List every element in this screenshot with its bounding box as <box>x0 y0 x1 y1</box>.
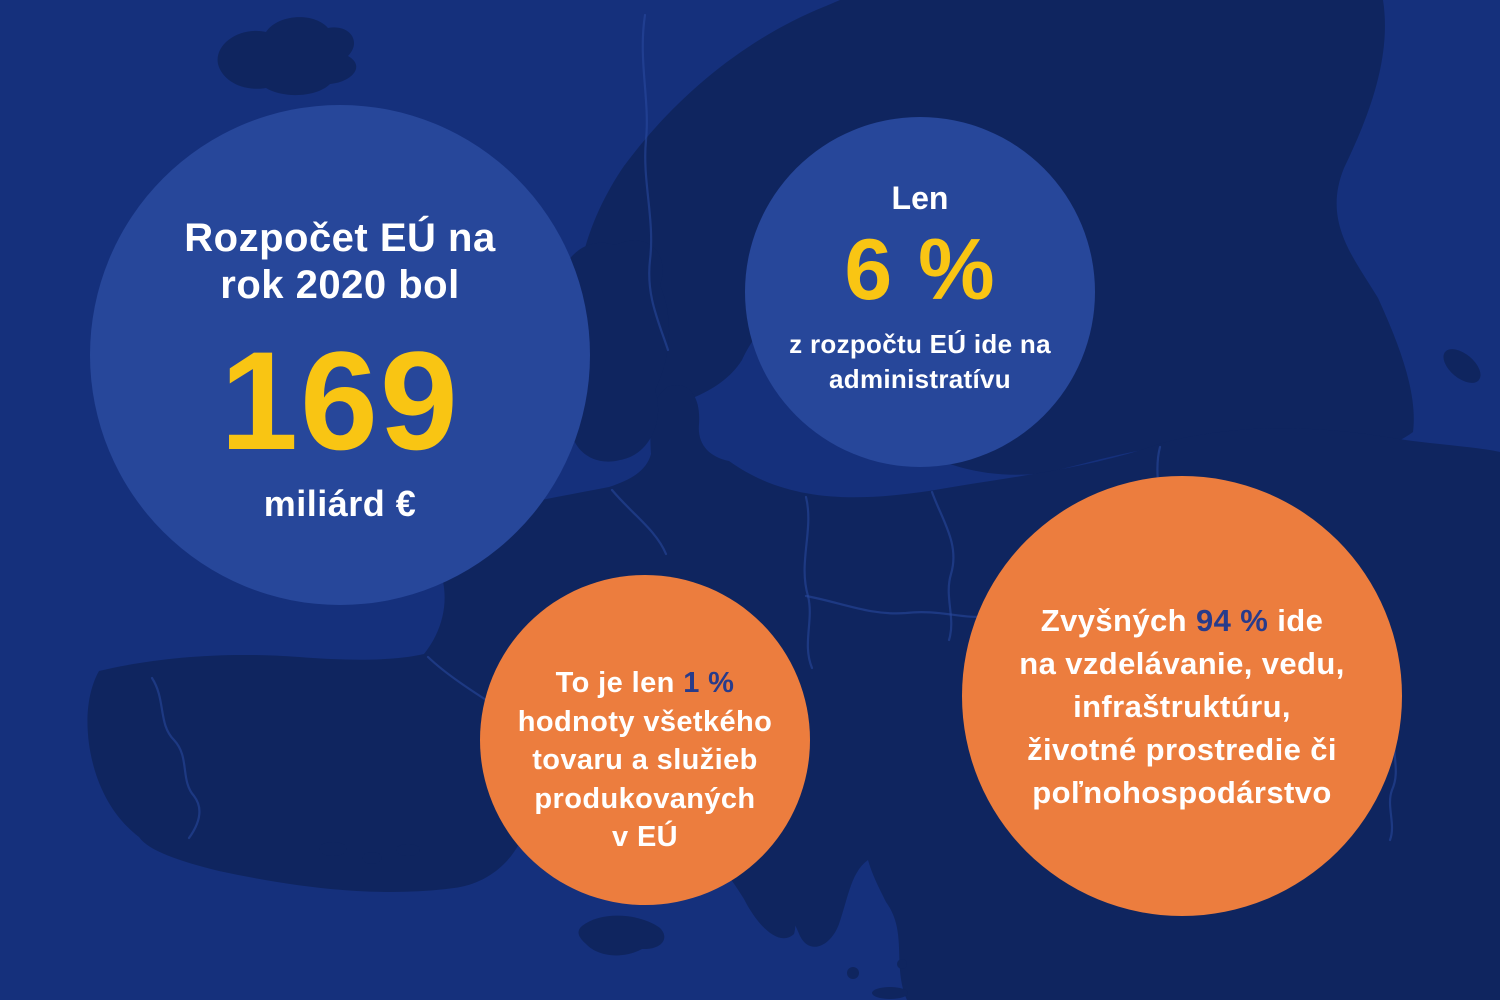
norway-sweden-border <box>641 13 670 352</box>
administration-caption: z rozpočtu EÚ ide na administratívu <box>789 327 1051 397</box>
sicily-landmass <box>578 915 665 956</box>
iceland-landmass <box>217 17 357 96</box>
gdp-share-line4: produkovaných <box>534 782 756 815</box>
poland-east-border <box>930 490 955 642</box>
czech-austria-border <box>804 594 990 618</box>
crete-island <box>872 987 908 999</box>
budget-heading: Rozpočet EÚ na rok 2020 bol <box>184 215 495 309</box>
remainder-line4: životné prostredie či <box>1027 732 1337 767</box>
gdp-share-circle: To je len 1 % hodnoty všetkého tovaru a … <box>480 575 810 905</box>
gdp-share-line2: hodnoty všetkého <box>517 705 773 738</box>
aegean-island <box>897 959 907 969</box>
administration-intro: Len <box>891 180 949 216</box>
balearic-island <box>396 844 420 856</box>
gdp-share-line1-text: To je len <box>555 667 675 699</box>
remainder-line1: Zvyšných 94 % ide <box>1041 599 1324 642</box>
budget-heading-line1: Rozpočet EÚ na <box>184 216 496 260</box>
gdp-share-line3: tovaru a služieb <box>532 744 758 777</box>
remainder-line3: infraštruktúru, <box>1073 689 1291 724</box>
france-germany-border <box>610 488 668 556</box>
remainder-line2: na vzdelávanie, vedu, <box>1019 646 1345 681</box>
administration-percent: 6 % <box>844 222 996 318</box>
budget-circle: Rozpočet EÚ na rok 2020 bol 169 miliárd … <box>90 105 590 605</box>
gotland-island <box>1443 349 1481 383</box>
balearic-island <box>319 842 347 856</box>
gdp-share-line5: v EÚ <box>611 821 679 854</box>
aegean-island <box>847 967 859 979</box>
balearic-island <box>362 852 382 864</box>
administration-caption-line1: z rozpočtu EÚ ide na <box>789 329 1051 359</box>
budget-amount: 169 <box>220 322 460 479</box>
remainder-line1-post: ide <box>1277 603 1324 638</box>
remainder-circle: Zvyšných 94 % ide na vzdelávanie, vedu, … <box>962 476 1402 916</box>
budget-heading-line2: rok 2020 bol <box>220 263 460 307</box>
gdp-share-percent: 1 % <box>683 667 735 699</box>
remainder-percent: 94 % <box>1195 603 1269 638</box>
budget-unit: miliárd € <box>263 483 417 524</box>
remainder-line5: poľnohospodárstvo <box>1032 775 1332 810</box>
remainder-line1-pre: Zvyšných <box>1040 603 1187 638</box>
portugal-spain-border <box>150 676 201 840</box>
administration-circle: Len 6 % z rozpočtu EÚ ide na administrat… <box>745 117 1095 467</box>
gdp-share-line1: To je len 1 % <box>556 664 735 703</box>
administration-caption-line2: administratívu <box>829 364 1011 394</box>
